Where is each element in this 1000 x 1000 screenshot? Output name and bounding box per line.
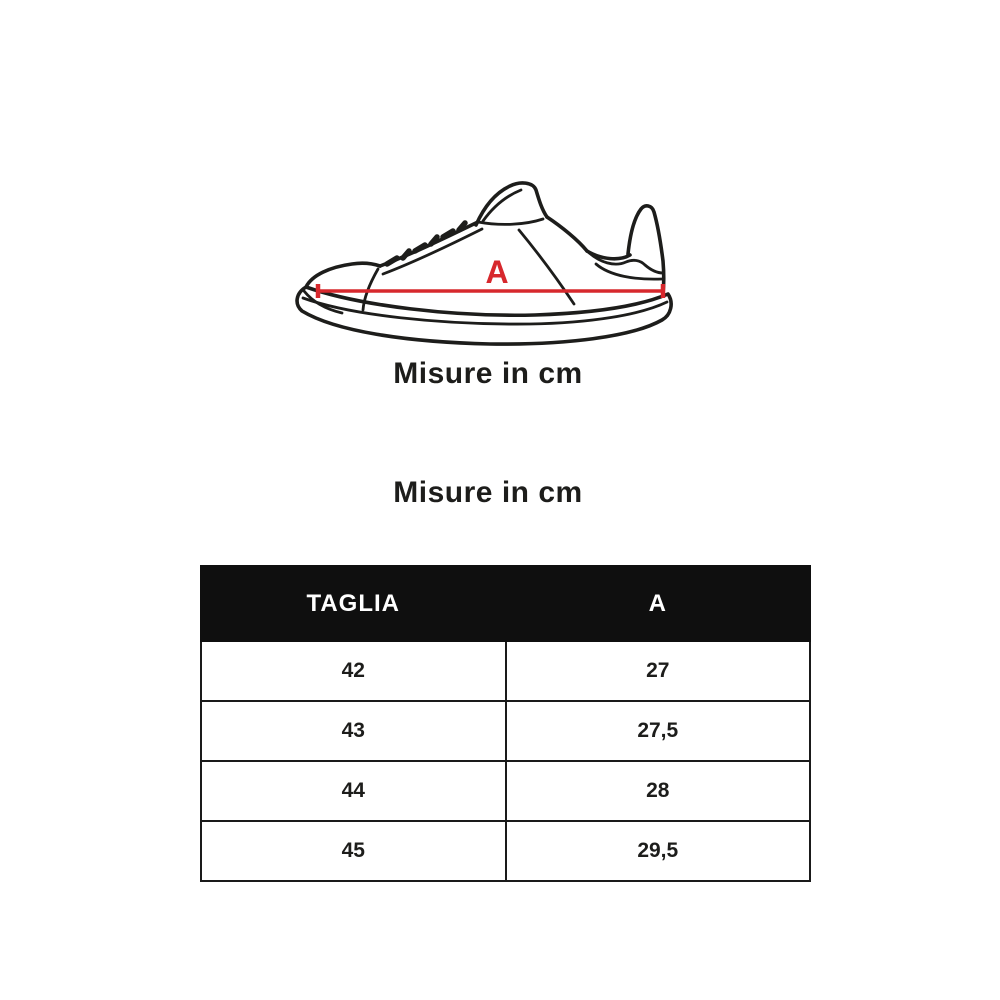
sneaker-laces (384, 220, 468, 267)
sneaker-illustration: A (295, 181, 673, 346)
length-cell: 27,5 (504, 700, 811, 762)
length-cell: 29,5 (504, 820, 811, 882)
col-header-a: A (504, 565, 811, 642)
shoe-caption: Misure in cm (393, 357, 583, 390)
size-cell: 45 (200, 820, 507, 882)
size-cell: 44 (200, 760, 507, 822)
header-row: TAGLIA A (200, 565, 811, 642)
shoe-diagram: A (290, 163, 690, 358)
size-table: TAGLIA A 42 27 43 27,5 44 28 45 29,5 (200, 565, 811, 882)
col-header-taglia: TAGLIA (200, 565, 507, 642)
length-cell: 27 (504, 640, 811, 702)
size-cell: 43 (200, 700, 507, 762)
size-table-body: 42 27 43 27,5 44 28 45 29,5 (200, 640, 811, 882)
size-cell: 42 (200, 640, 507, 702)
size-table-header: TAGLIA A (200, 565, 811, 642)
table-row: 44 28 (200, 760, 811, 822)
measurement-label: A (485, 254, 508, 290)
table-row: 45 29,5 (200, 820, 811, 882)
table-row: 42 27 (200, 640, 811, 702)
table-row: 43 27,5 (200, 700, 811, 762)
measurement-arrow (315, 284, 666, 298)
length-cell: 28 (504, 760, 811, 822)
table-heading: Misure in cm (393, 476, 583, 509)
sneaker-sole (295, 285, 673, 346)
